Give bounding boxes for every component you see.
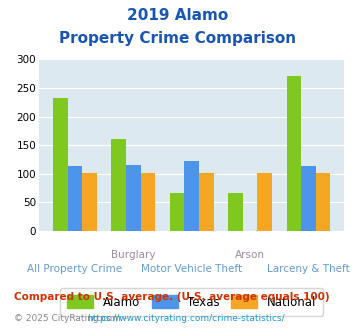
Text: Larceny & Theft: Larceny & Theft <box>267 264 350 274</box>
Text: Compared to U.S. average. (U.S. average equals 100): Compared to U.S. average. (U.S. average … <box>14 292 330 302</box>
Bar <box>184 161 199 231</box>
Bar <box>141 173 155 231</box>
Text: https://www.cityrating.com/crime-statistics/: https://www.cityrating.com/crime-statist… <box>87 314 285 323</box>
Bar <box>301 166 316 231</box>
Text: © 2025 CityRating.com -: © 2025 CityRating.com - <box>14 314 130 323</box>
Bar <box>111 140 126 231</box>
Text: Arson: Arson <box>235 250 265 260</box>
Bar <box>257 173 272 231</box>
Text: Motor Vehicle Theft: Motor Vehicle Theft <box>141 264 242 274</box>
Text: 2019 Alamo: 2019 Alamo <box>127 8 228 23</box>
Bar <box>199 173 214 231</box>
Bar <box>228 193 243 231</box>
Text: All Property Crime: All Property Crime <box>27 264 122 274</box>
Bar <box>286 76 301 231</box>
Bar <box>126 165 141 231</box>
Bar <box>82 173 97 231</box>
Text: Property Crime Comparison: Property Crime Comparison <box>59 31 296 46</box>
Bar <box>67 166 82 231</box>
Bar <box>170 193 184 231</box>
Text: Burglary: Burglary <box>111 250 155 260</box>
Bar <box>316 173 331 231</box>
Bar <box>53 98 67 231</box>
Legend: Alamo, Texas, National: Alamo, Texas, National <box>60 288 323 315</box>
